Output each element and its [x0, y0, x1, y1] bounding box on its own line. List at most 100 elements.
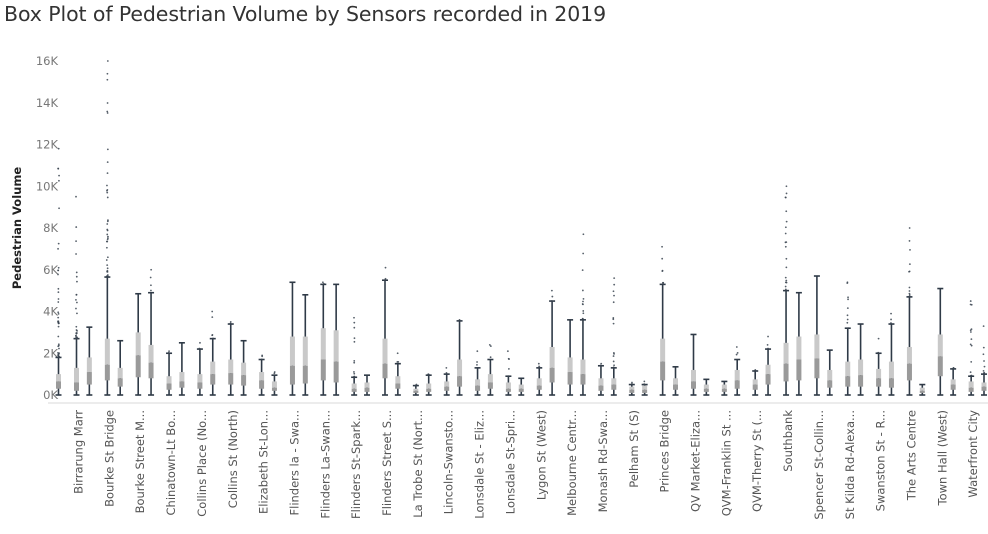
box-lower: [364, 387, 370, 392]
box-lower: [104, 364, 110, 381]
outlier-point: [396, 361, 399, 363]
x-tick-label: QV Market-Eliza...: [689, 410, 703, 512]
outlier-point: [877, 352, 880, 354]
outlier-point: [76, 312, 78, 315]
outlier-point: [106, 60, 109, 62]
box-lower: [395, 383, 401, 389]
outlier-point: [582, 300, 584, 303]
outlier-point: [106, 78, 109, 81]
outlier-point: [76, 280, 78, 283]
box-lower: [906, 363, 912, 381]
outlier-point: [581, 289, 584, 292]
outlier-point: [983, 365, 986, 368]
y-tick-label: 4K: [43, 305, 58, 319]
outlier-point: [106, 102, 109, 104]
outlier-point: [106, 264, 109, 267]
box-lower: [413, 390, 419, 393]
box-lower: [351, 388, 357, 392]
outlier-point: [445, 372, 448, 375]
box-upper: [549, 346, 555, 368]
outlier-point: [631, 381, 633, 384]
box-upper: [487, 374, 493, 383]
outlier-point: [211, 310, 214, 313]
box-upper: [351, 383, 357, 389]
box-lower: [241, 375, 247, 386]
outlier-point: [476, 350, 479, 353]
outlier-point: [735, 346, 738, 348]
outlier-point: [908, 240, 911, 242]
outlier-point: [106, 110, 109, 113]
box-upper: [937, 334, 943, 357]
outlier-point: [612, 317, 615, 319]
box-lower: [518, 388, 524, 392]
x-tick-label: Bourke Street M...: [133, 410, 147, 513]
outlier-point: [506, 350, 509, 353]
outlier-point: [415, 383, 418, 386]
box-upper: [703, 384, 709, 389]
box-upper: [611, 378, 617, 385]
outlier-point: [353, 340, 356, 343]
outlier-point: [784, 281, 787, 284]
x-tick-label: Chinatown-Lt Bo...: [164, 410, 178, 516]
box-upper: [228, 359, 234, 374]
box-upper: [166, 376, 172, 384]
box-upper: [888, 361, 894, 379]
outlier-point: [168, 350, 170, 353]
box-upper: [210, 361, 216, 375]
outlier-point: [106, 191, 109, 194]
outlier-point: [890, 322, 892, 324]
outlier-point: [582, 312, 585, 315]
outlier-point: [75, 301, 78, 304]
box-lower: [629, 389, 635, 393]
box-upper: [364, 382, 370, 388]
outlier-point: [75, 298, 77, 301]
x-tick-label: Lincoln-Swansto...: [442, 410, 456, 514]
x-tick-label: La Trobe St (Nort...: [411, 410, 425, 518]
box-lower: [580, 374, 586, 385]
box-upper: [906, 346, 912, 364]
outlier-point: [908, 227, 911, 229]
outlier-point: [785, 185, 788, 188]
x-tick-label: The Arts Centre: [904, 410, 918, 501]
outlier-point: [983, 360, 985, 362]
outlier-point: [507, 375, 510, 378]
x-tick-label: Town Hall (West): [935, 410, 949, 506]
box-lower: [827, 380, 833, 388]
outlier-point: [273, 371, 276, 373]
box-upper: [536, 378, 542, 386]
box-lower: [567, 372, 573, 385]
outlier-point: [784, 226, 787, 229]
box-lower: [950, 384, 956, 390]
outlier-point: [58, 174, 60, 177]
outlier-point: [75, 325, 78, 328]
box-upper: [56, 374, 61, 382]
outlier-point: [613, 294, 615, 297]
outlier-point: [229, 321, 232, 323]
box-upper: [814, 334, 820, 359]
outlier-point: [75, 293, 78, 296]
outlier-point: [58, 322, 60, 325]
box-upper: [426, 383, 432, 389]
box-upper: [783, 342, 789, 364]
outlier-point: [489, 356, 492, 359]
x-tick-label: Spencer St-Collin...: [812, 410, 826, 520]
outlier-point: [537, 362, 540, 365]
outlier-point: [106, 72, 109, 75]
outlier-point: [229, 322, 232, 325]
outlier-point: [445, 366, 448, 369]
box-upper: [86, 357, 92, 373]
outlier-point: [599, 364, 602, 367]
outlier-point: [106, 161, 109, 164]
outlier-point: [969, 300, 972, 302]
box-lower: [814, 358, 820, 379]
outlier-point: [260, 358, 263, 361]
outlier-point: [75, 240, 77, 242]
box-lower: [259, 380, 265, 389]
outlier-point: [353, 371, 355, 373]
outlier-point: [581, 269, 584, 272]
x-tick-label: Swanston St - R...: [874, 410, 888, 511]
box-lower: [166, 383, 172, 390]
outlier-point: [785, 192, 788, 195]
outlier-point: [784, 241, 787, 244]
box-lower: [271, 387, 277, 391]
